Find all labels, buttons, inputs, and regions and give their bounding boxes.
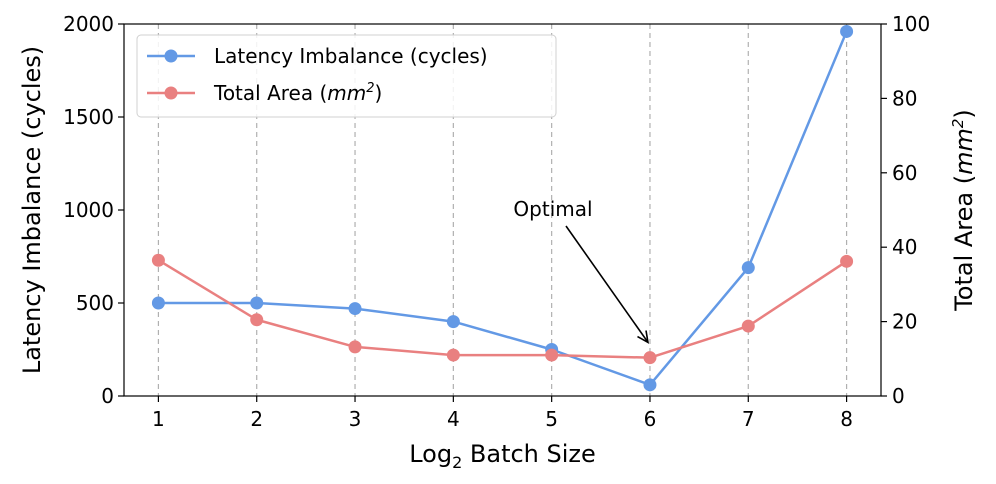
y2-axis-label-sup: 2 (949, 119, 967, 129)
point-area-4 (446, 348, 460, 362)
x-axis-label: Log2 Batch Size (409, 440, 596, 472)
y2-tick-label-0: 0 (892, 384, 905, 408)
x-tick-label-7: 7 (742, 407, 755, 431)
annotation-layer: Optimal (513, 197, 650, 344)
y2-tick-label-20: 20 (892, 310, 917, 334)
point-latency-6 (643, 378, 657, 392)
x-tick-label-1: 1 (152, 407, 165, 431)
y2-tick-label-100: 100 (892, 12, 930, 36)
point-latency-2 (250, 296, 264, 310)
annotation-optimal: Optimal (513, 197, 592, 221)
point-latency-8 (840, 24, 854, 38)
legend-entry-latency: Latency Imbalance (cycles) (214, 44, 488, 68)
grid (157, 24, 848, 396)
x-tick-label-4: 4 (447, 407, 460, 431)
y-tick-label-0: 0 (101, 384, 114, 408)
series-line-area (157, 259, 848, 359)
y-axis-label: Latency Imbalance (cycles) (18, 46, 46, 374)
legend-box (136, 34, 557, 118)
y2-axis-label-unit: mm (950, 128, 978, 175)
y-tick-label-1500: 1500 (63, 105, 114, 129)
legend-area-text: Total Area ( (213, 81, 327, 105)
point-area-2 (250, 313, 264, 327)
x-tick-label-8: 8 (840, 407, 853, 431)
y2-axis-label: Total Area (mm2) (949, 109, 978, 312)
annotation-arrow-head (637, 330, 650, 344)
x-tick-label-3: 3 (349, 407, 362, 431)
y-tick-label-500: 500 (76, 291, 114, 315)
point-latency-4 (446, 315, 460, 329)
y-tick-label-1000: 1000 (63, 198, 114, 222)
x-axis-label-prefix: Log (409, 440, 452, 468)
legend-marker-area (164, 86, 178, 100)
legend-area-sup: 2 (366, 81, 374, 96)
y2-tick-label-80: 80 (892, 86, 917, 110)
y2-tick-label-40: 40 (892, 235, 917, 259)
x-tick-label-2: 2 (250, 407, 263, 431)
y2-axis-label-text: Total Area ( (950, 175, 978, 312)
x-tick-label-6: 6 (644, 407, 657, 431)
legend-marker-latency (164, 49, 178, 63)
point-area-6 (643, 351, 657, 365)
x-axis-label-suffix: Batch Size (462, 440, 596, 468)
point-latency-1 (151, 296, 165, 310)
legend-area-unit: mm (327, 81, 366, 105)
series-line-latency (158, 30, 848, 387)
x-axis-label-sub: 2 (452, 453, 462, 472)
point-area-8 (840, 254, 854, 268)
annotation-arrow (565, 225, 649, 343)
y2-axis-label-close: ) (950, 109, 978, 118)
y-tick-label-2000: 2000 (63, 12, 114, 36)
point-latency-7 (741, 261, 755, 275)
legend: Latency Imbalance (cycles) Total Area (m… (136, 34, 557, 118)
point-area-7 (741, 319, 755, 333)
legend-area-close: ) (375, 81, 383, 105)
point-area-3 (348, 340, 362, 354)
x-tick-label-5: 5 (545, 407, 558, 431)
legend-entry-area: Total Area (mm2) (213, 81, 382, 105)
point-area-1 (151, 253, 165, 267)
point-area-5 (545, 348, 559, 362)
series-layer (151, 24, 854, 392)
point-latency-3 (348, 302, 362, 316)
y2-tick-label-60: 60 (892, 161, 917, 185)
